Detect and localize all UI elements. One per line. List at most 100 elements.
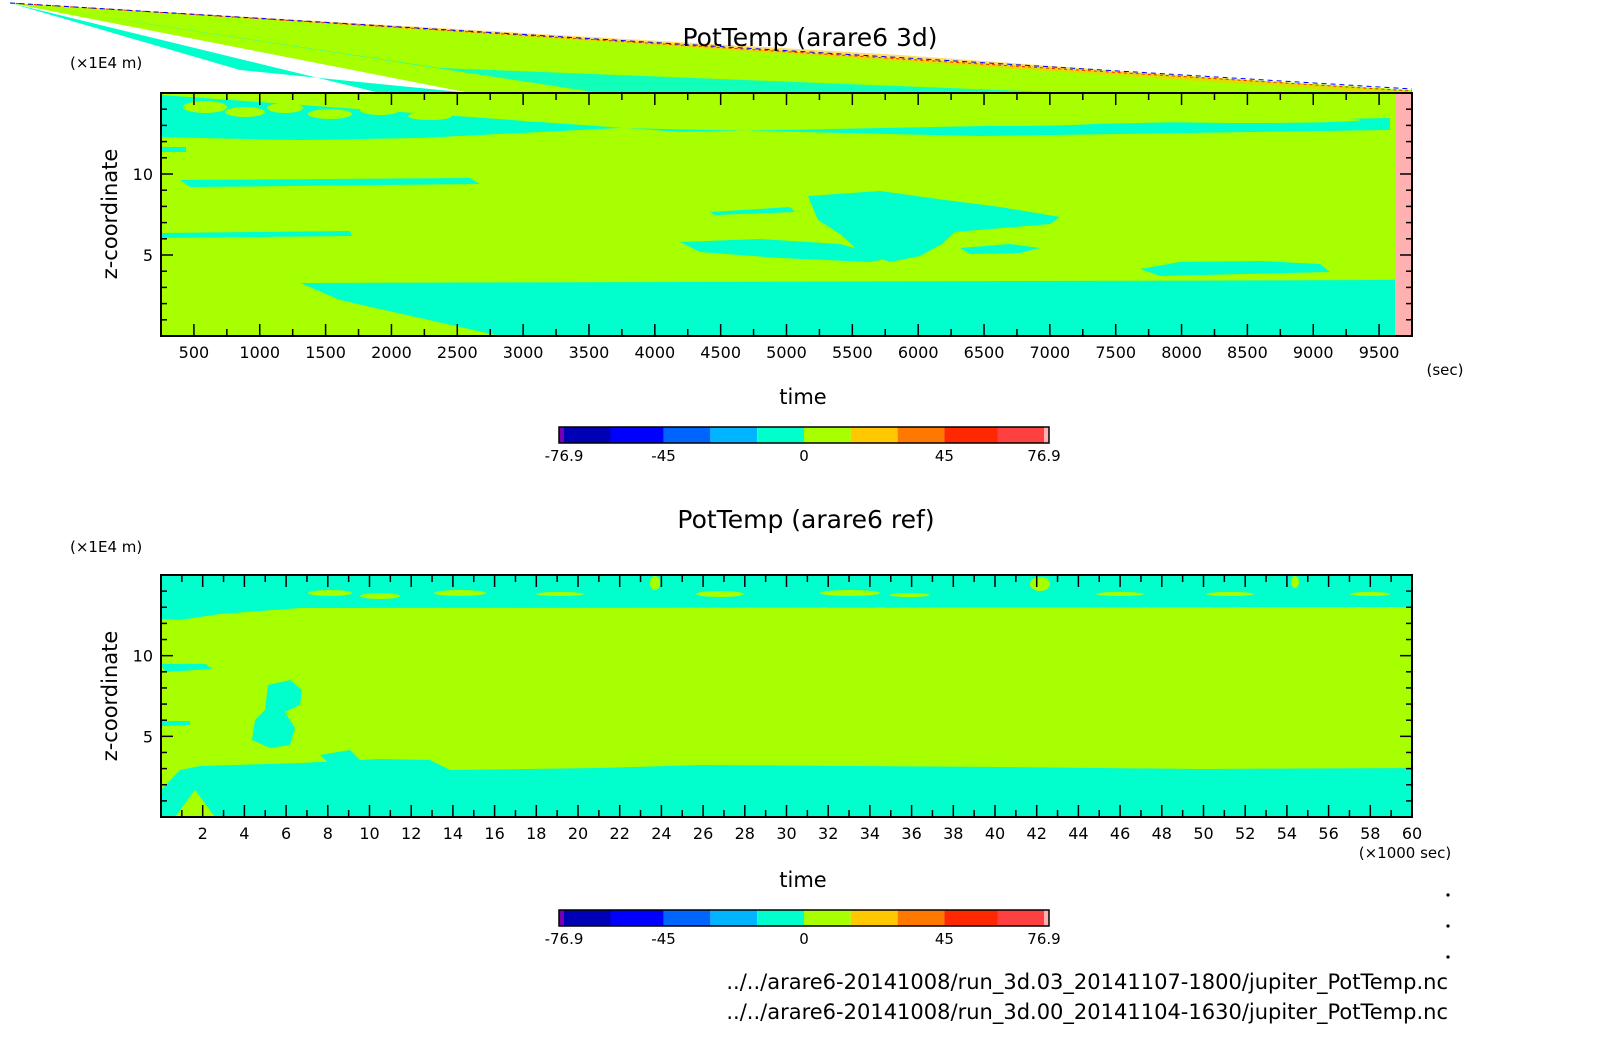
panel-ref-xticks: 2 4 6 8 10 12 14 16 18 20 22 24 26 28 30 32 34 36 38 40 42 44… [160, 575, 1422, 843]
x-tick-label: 22 [610, 824, 630, 843]
panel-3d-yticks: 5 10 [133, 92, 1412, 337]
colorbar-label: 0 [799, 930, 809, 948]
footer-file-path-2: ../../arare6-20141008/run_3d.00_20141104… [726, 1000, 1448, 1025]
x-tick-label: 9500 [1359, 343, 1400, 362]
x-tick-label: 4 [239, 824, 249, 843]
x-tick-label: 34 [860, 824, 880, 843]
x-tick-label: 54 [1277, 824, 1297, 843]
x-tick-label: 5500 [832, 343, 873, 362]
x-tick-label: 14 [443, 824, 463, 843]
colorbar-swatch [944, 910, 998, 926]
x-tick-label: 12 [401, 824, 421, 843]
panel-ref-field [161, 575, 1412, 817]
colorbar-swatch [610, 910, 664, 926]
x-tick-label: 38 [943, 824, 963, 843]
y-tick-label: 10 [133, 647, 153, 666]
x-tick-label: 7500 [1095, 343, 1136, 362]
colorbar-swatch [804, 427, 851, 443]
colorbar-swatch [804, 910, 851, 926]
colorbar-under [559, 427, 564, 443]
x-tick-label: 4500 [700, 343, 741, 362]
panel-ref-ylabel: z-coordinate [98, 631, 122, 762]
colorbar-label: -45 [651, 447, 676, 465]
x-tick-label: 6 [281, 824, 291, 843]
colorbar-label: 0 [799, 447, 809, 465]
colorbar-over [1044, 427, 1049, 443]
x-tick-label: 8 [323, 824, 333, 843]
colorbar-frame [558, 426, 1050, 444]
colorbar-label: 76.9 [1027, 447, 1060, 465]
y-tick-label: 5 [143, 727, 153, 746]
colorbar-3d: -76.9 -45 0 45 76.9 [545, 426, 1061, 465]
colorbar-swatch [757, 427, 804, 443]
panel-3d: PotTemp (arare6 3d) (×1E4 m) [9, 2, 1464, 409]
x-tick-label: 56 [1318, 824, 1338, 843]
colorbar-swatch [850, 427, 898, 443]
x-tick-label: 8500 [1227, 343, 1268, 362]
x-tick-label: 28 [735, 824, 755, 843]
panel-3d-xticks: 500 1000 1500 2000 2500 3000 3500 4000 4500 5000 5… [160, 93, 1413, 362]
colorbar-swatch [710, 910, 758, 926]
colorbar-frame [558, 909, 1050, 927]
colorbar-over [1044, 910, 1049, 926]
colorbar-label: 45 [935, 447, 954, 465]
x-tick-label: 3500 [569, 343, 610, 362]
colorbar-swatch [997, 910, 1044, 926]
x-tick-label: 3000 [503, 343, 544, 362]
x-tick-label: 44 [1068, 824, 1088, 843]
stray-dots [1446, 893, 1450, 959]
panel-ref-title: PotTemp (arare6 ref) [677, 505, 934, 534]
panel-ref-xlabel: time [779, 868, 826, 892]
colorbar-swatch [564, 910, 611, 926]
x-tick-label: 30 [776, 824, 796, 843]
x-tick-label: 50 [1193, 824, 1213, 843]
panel-3d-yunit: (×1E4 m) [70, 54, 142, 72]
x-tick-label: 1000 [239, 343, 280, 362]
colorbar-swatch [897, 427, 945, 443]
colorbar-swatch [564, 427, 611, 443]
x-tick-label: 5000 [766, 343, 807, 362]
panel-3d-title: PotTemp (arare6 3d) [682, 23, 937, 52]
x-tick-label: 58 [1360, 824, 1380, 843]
x-tick-label: 6000 [898, 343, 939, 362]
panel-3d-xlabel: time [779, 385, 826, 409]
x-tick-label: 10 [359, 824, 379, 843]
colorbar-ref: -76.9 -45 0 45 76.9 [545, 909, 1061, 948]
x-tick-label: 20 [568, 824, 588, 843]
panel-3d-xunit: (sec) [1427, 361, 1464, 379]
colorbar-label: -45 [651, 930, 676, 948]
x-tick-label: 2 [198, 824, 208, 843]
colorbar-label: -76.9 [545, 447, 584, 465]
y-tick-label: 10 [133, 165, 153, 184]
x-tick-label: 500 [179, 343, 210, 362]
colorbar-label: -76.9 [545, 930, 584, 948]
x-tick-label: 40 [985, 824, 1005, 843]
colorbar-swatch [757, 910, 804, 926]
x-tick-label: 2000 [371, 343, 412, 362]
footer-file-path-1: ../../arare6-20141008/run_3d.03_20141107… [726, 970, 1448, 995]
x-tick-label: 60 [1402, 824, 1422, 843]
panel-3d-ylabel: z-coordinate [98, 149, 122, 280]
x-tick-label: 18 [526, 824, 546, 843]
panel-3d-field [161, 93, 1412, 336]
colorbar-swatch [997, 427, 1044, 443]
x-tick-label: 8000 [1161, 343, 1202, 362]
x-tick-label: 9000 [1293, 343, 1334, 362]
colorbar-swatch [663, 427, 711, 443]
x-tick-label: 52 [1235, 824, 1255, 843]
x-tick-label: 6500 [964, 343, 1005, 362]
x-tick-label: 4000 [634, 343, 675, 362]
x-tick-label: 42 [1027, 824, 1047, 843]
colorbar-under [559, 910, 564, 926]
x-tick-label: 48 [1152, 824, 1172, 843]
x-tick-label: 46 [1110, 824, 1130, 843]
x-tick-label: 7000 [1030, 343, 1071, 362]
panel-ref-yunit: (×1E4 m) [70, 538, 142, 556]
colorbar-swatch [710, 427, 758, 443]
colorbar-swatch [944, 427, 998, 443]
colorbar-swatch [850, 910, 898, 926]
colorbar-label: 76.9 [1027, 930, 1060, 948]
colorbar-swatch [663, 910, 711, 926]
panel-ref: PotTemp (arare6 ref) (×1E4 m) [70, 505, 1451, 892]
